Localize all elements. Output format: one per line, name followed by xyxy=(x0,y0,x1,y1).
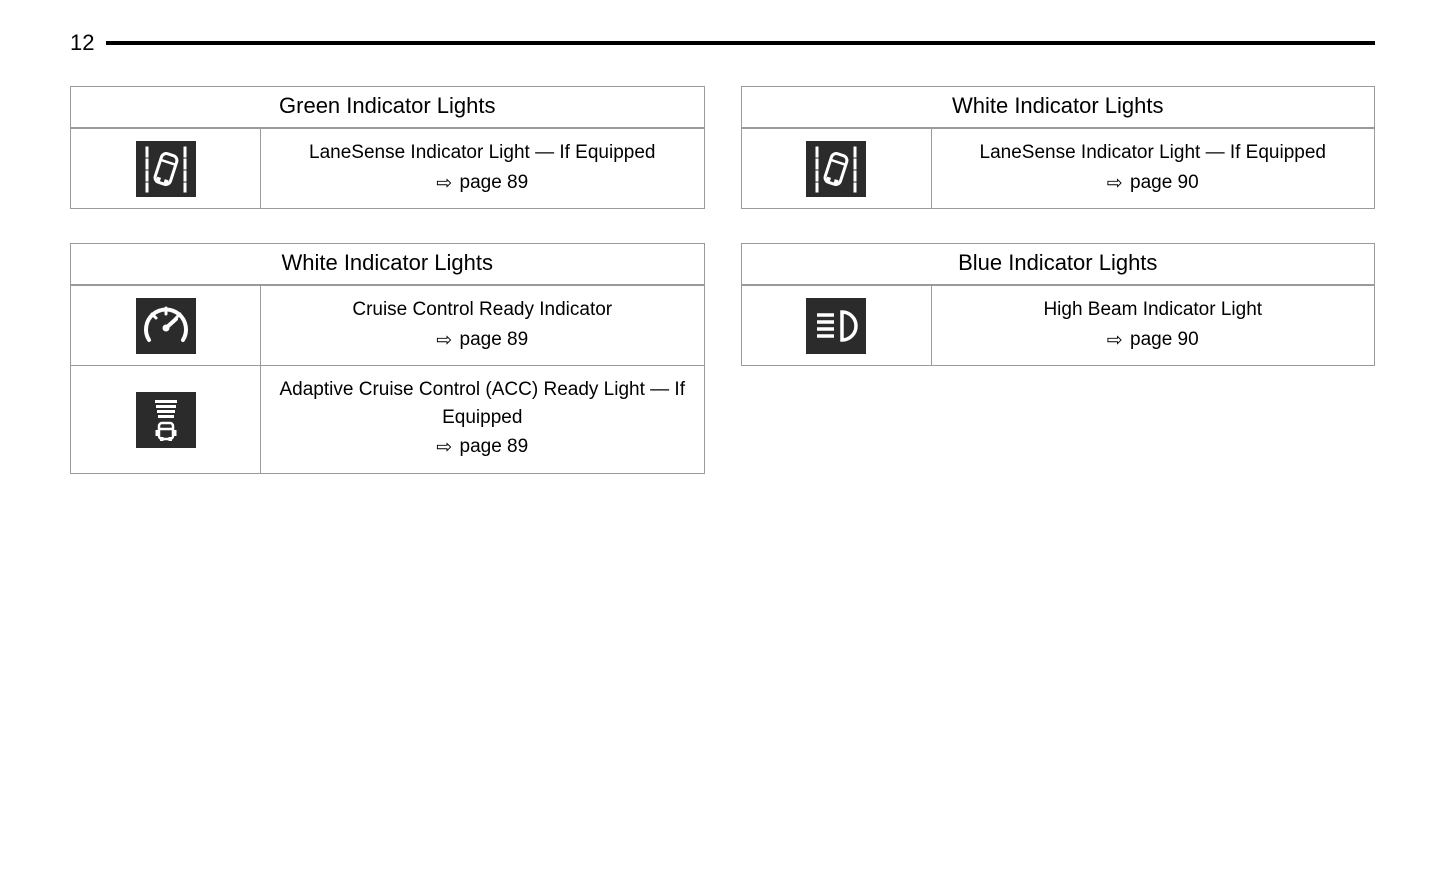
table-header: White Indicator Lights xyxy=(742,87,1375,128)
ref-arrow-icon: ⇨ xyxy=(436,327,452,355)
desc-cell: High Beam Indicator Light ⇨ page 90 xyxy=(932,286,1375,365)
table-row: High Beam Indicator Light ⇨ page 90 xyxy=(742,285,1375,365)
page-number: 12 xyxy=(70,30,94,56)
page-ref: ⇨ page 90 xyxy=(946,326,1361,354)
page-ref-text: page 89 xyxy=(460,436,529,457)
indicator-desc: Adaptive Cruise Control (ACC) Ready Ligh… xyxy=(275,376,690,431)
left-column: Green Indicator Lights xyxy=(70,86,705,474)
ref-arrow-icon: ⇨ xyxy=(1107,170,1123,198)
icon-cell xyxy=(742,129,932,208)
page-ref: ⇨ page 89 xyxy=(275,326,690,354)
header-rule xyxy=(106,41,1375,45)
lanesense-icon xyxy=(806,141,866,197)
page-ref: ⇨ page 89 xyxy=(275,169,690,197)
table-row: LaneSense Indicator Light — If Equipped … xyxy=(742,128,1375,208)
desc-cell: Cruise Control Ready Indicator ⇨ page 89 xyxy=(261,286,704,365)
table-row: Cruise Control Ready Indicator ⇨ page 89 xyxy=(71,285,704,365)
desc-cell: LaneSense Indicator Light — If Equipped … xyxy=(932,129,1375,208)
indicator-desc: LaneSense Indicator Light — If Equipped xyxy=(275,139,690,167)
desc-cell: Adaptive Cruise Control (ACC) Ready Ligh… xyxy=(261,366,704,473)
table-green-indicators: Green Indicator Lights xyxy=(70,86,705,209)
icon-cell xyxy=(71,286,261,365)
acc-ready-icon xyxy=(136,392,196,448)
icon-cell xyxy=(742,286,932,365)
page-ref-text: page 90 xyxy=(1130,172,1199,193)
lanesense-icon xyxy=(136,141,196,197)
manual-page: 12 Green Indicator Lights xyxy=(0,0,1445,514)
table-white-indicators-right: White Indicator Lights xyxy=(741,86,1376,209)
table-blue-indicators: Blue Indicator Lights xyxy=(741,243,1376,366)
high-beam-icon xyxy=(806,298,866,354)
table-row: Adaptive Cruise Control (ACC) Ready Ligh… xyxy=(71,365,704,473)
ref-arrow-icon: ⇨ xyxy=(1107,327,1123,355)
ref-arrow-icon: ⇨ xyxy=(436,434,452,462)
table-row: LaneSense Indicator Light — If Equipped … xyxy=(71,128,704,208)
table-header: Blue Indicator Lights xyxy=(742,244,1375,285)
page-ref: ⇨ page 89 xyxy=(275,433,690,461)
right-column: White Indicator Lights xyxy=(741,86,1376,474)
page-ref-text: page 89 xyxy=(460,172,529,193)
indicator-desc: High Beam Indicator Light xyxy=(946,296,1361,324)
indicator-desc: LaneSense Indicator Light — If Equipped xyxy=(946,139,1361,167)
table-header: White Indicator Lights xyxy=(71,244,704,285)
content-columns: Green Indicator Lights xyxy=(70,86,1375,474)
page-ref: ⇨ page 90 xyxy=(946,169,1361,197)
ref-arrow-icon: ⇨ xyxy=(436,170,452,198)
table-header: Green Indicator Lights xyxy=(71,87,704,128)
icon-cell xyxy=(71,129,261,208)
icon-cell xyxy=(71,366,261,473)
page-ref-text: page 89 xyxy=(460,329,529,350)
desc-cell: LaneSense Indicator Light — If Equipped … xyxy=(261,129,704,208)
page-header: 12 xyxy=(70,30,1375,56)
cruise-gauge-icon xyxy=(136,298,196,354)
page-ref-text: page 90 xyxy=(1130,329,1199,350)
indicator-desc: Cruise Control Ready Indicator xyxy=(275,296,690,324)
table-white-indicators-left: White Indicator Lights xyxy=(70,243,705,474)
